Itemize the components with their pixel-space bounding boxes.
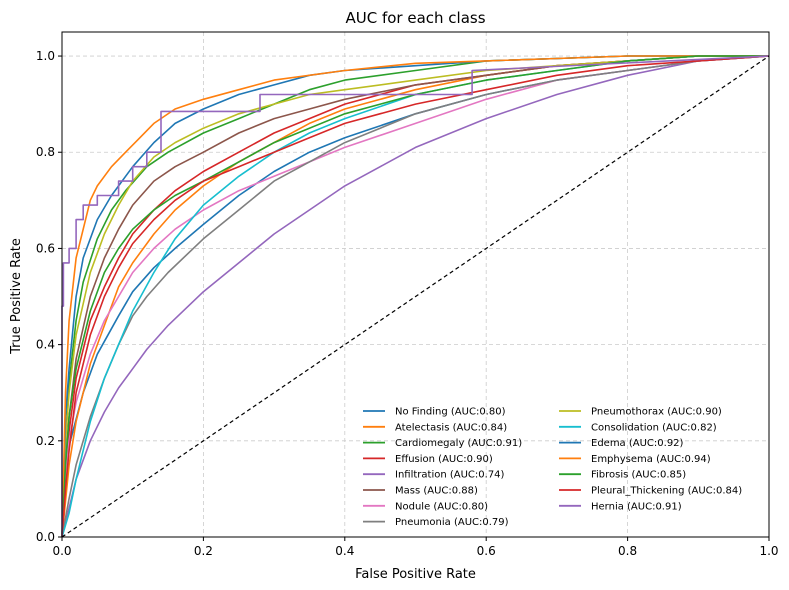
roc-series-line [61,55,770,538]
y-tick-label: 0.6 [36,241,55,255]
x-tick-label: 1.0 [759,544,778,558]
legend-label: Mass (AUC:0.88) [395,486,478,497]
legend-label: Pneumonia (AUC:0.79) [395,517,509,528]
roc-series-line [61,55,770,538]
legend-label: Pneumothorax (AUC:0.90) [591,407,722,418]
axis-ticks: 0.0 0.2 0.4 0.6 0.8 1.0 0.0 0.2 0.4 0.6 0.8 1.0 [36,49,779,558]
legend-label: No Finding (AUC:0.80) [395,407,506,418]
legend-label: Consolidation (AUC:0.82) [591,422,717,433]
chart-title: AUC for each class [345,9,485,27]
y-tick-label: 1.0 [36,49,55,63]
plot-frame [61,31,770,538]
x-tick-label: 0.8 [618,544,637,558]
x-tick-label: 0.6 [477,544,496,558]
legend-label: Emphysema (AUC:0.94) [591,454,711,465]
legend-label: Hernia (AUC:0.91) [591,501,682,512]
legend-label: Effusion (AUC:0.90) [395,454,493,465]
legend-label: Pleural_Thickening (AUC:0.84) [591,486,742,497]
chance-reference-line [61,55,770,538]
y-axis-label: True Positive Rate [9,238,24,355]
legend-label: Infiltration (AUC:0.74) [395,470,505,481]
x-tick-label: 0.4 [335,544,354,558]
roc-series-line [61,55,770,538]
y-tick-label: 0.4 [36,338,55,352]
x-tick-label: 0.0 [52,544,71,558]
x-axis-label: False Positive Rate [355,567,476,582]
roc-series-line [61,55,769,538]
roc-series-line [61,55,770,537]
legend-label: Edema (AUC:0.92) [591,438,684,449]
y-tick-label: 0.8 [36,145,55,159]
x-tick-label: 0.2 [194,544,213,558]
y-tick-label: 0.0 [36,530,55,544]
legend-label: Nodule (AUC:0.80) [395,501,488,512]
legend-label: Atelectasis (AUC:0.84) [395,422,507,433]
plot-lines [61,55,770,538]
legend-label: Cardiomegaly (AUC:0.91) [395,438,522,449]
y-tick-label: 0.2 [36,434,55,448]
roc-series-line [61,55,770,538]
legend: No Finding (AUC:0.80) Atelectasis (AUC:0.… [363,407,742,528]
legend-label: Fibrosis (AUC:0.85) [591,470,686,481]
roc-series-line [61,55,769,538]
